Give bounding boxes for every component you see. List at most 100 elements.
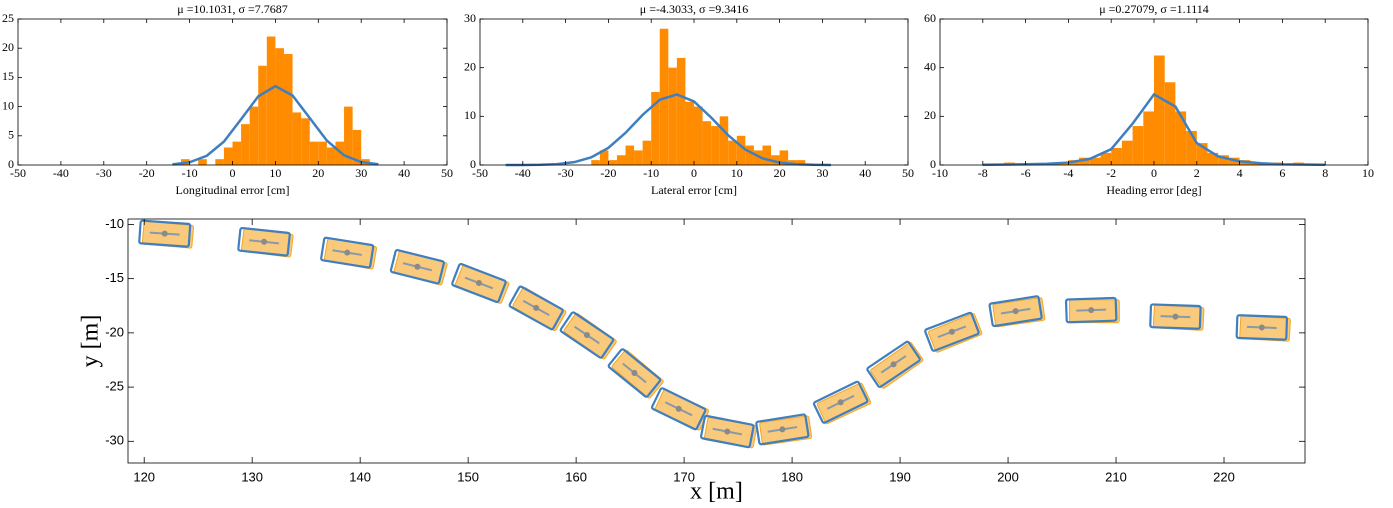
y-tick-label: -30 — [105, 433, 124, 448]
histogram-bar — [616, 155, 626, 165]
histogram-bar — [1186, 130, 1197, 165]
x-tick-label: 6 — [1279, 166, 1285, 180]
chart-title: μ =10.1031, σ =7.7687 — [177, 2, 287, 16]
vehicle-box — [237, 226, 291, 257]
vehicle — [237, 226, 291, 257]
y-tick-label: 20 — [2, 40, 14, 54]
y-tick-label: -15 — [105, 270, 124, 285]
x-tick-label: -40 — [53, 166, 69, 180]
vehicle — [1149, 303, 1202, 330]
vehicle-box — [1064, 296, 1118, 324]
histogram-bar — [241, 124, 250, 165]
vehicle-center — [890, 361, 897, 368]
x-tick-label: 200 — [997, 469, 1019, 484]
fit-curve — [172, 84, 379, 166]
vehicle — [870, 342, 924, 389]
x-tick-label: 2 — [1194, 166, 1200, 180]
histogram-bar — [326, 147, 336, 165]
histogram-bar — [762, 145, 772, 165]
vehicle — [650, 387, 707, 431]
x-tick-label: 140 — [349, 469, 371, 484]
vehicle-box — [924, 311, 980, 352]
x-tick-label: 10 — [1362, 166, 1374, 180]
histogram-bar — [1132, 126, 1144, 165]
vehicle — [508, 285, 564, 331]
x-tick-label: 0 — [230, 166, 236, 180]
vehicle-center — [261, 238, 268, 245]
vehicle — [1064, 296, 1118, 324]
vehicle-center — [837, 399, 844, 406]
x-tick-label: 0 — [1151, 166, 1157, 180]
vehicle — [559, 311, 615, 359]
x-tick-label: -20 — [600, 166, 616, 180]
histogram-bar — [599, 150, 609, 165]
vehicle-center — [533, 304, 540, 311]
vehicle-box — [1069, 299, 1120, 324]
x-tick-label: 150 — [457, 469, 479, 484]
histogram-bar — [771, 155, 780, 165]
y-tick-label: 20 — [464, 59, 476, 73]
vehicle — [1235, 314, 1289, 341]
histogram-bar — [223, 147, 233, 165]
histogram-bar — [1196, 143, 1208, 165]
vehicle-box — [927, 313, 983, 353]
y-tick-label: 15 — [2, 69, 14, 83]
vehicle-box — [988, 295, 1043, 328]
histogram-bar — [266, 36, 276, 165]
y-tick-label: 25 — [2, 11, 14, 25]
histogram-bar — [1175, 111, 1187, 165]
histogram-bar — [352, 129, 362, 165]
x-tick-label: 30 — [816, 166, 828, 180]
vehicle — [927, 313, 983, 353]
histogram-bar — [283, 54, 293, 165]
vehicle — [699, 414, 755, 449]
histogram-bar — [1143, 111, 1154, 165]
histogram-bar — [668, 67, 677, 165]
vehicle-center — [1088, 307, 1095, 314]
x-tick-label: 40 — [859, 166, 871, 180]
vehicle-box — [611, 349, 664, 399]
fit-curve — [982, 92, 1326, 167]
y-tick-label: 30 — [464, 11, 476, 25]
vehicle-center — [583, 332, 590, 339]
histogram-bar — [719, 116, 729, 165]
histogram-bar — [292, 112, 302, 165]
histogram-bar — [249, 106, 259, 165]
vehicle-box — [866, 340, 921, 388]
vehicle-box — [870, 342, 924, 389]
vehicle-box — [389, 248, 445, 285]
x-tick-label: 20 — [312, 166, 324, 180]
histogram-bar — [711, 126, 720, 165]
vehicle-box — [559, 311, 615, 359]
vehicle — [611, 349, 664, 399]
histogram-bar — [608, 160, 617, 165]
vehicle-box — [650, 387, 707, 431]
vehicle — [816, 382, 872, 425]
y-tick-label: -20 — [105, 324, 124, 339]
x-tick-label: 210 — [1105, 469, 1127, 484]
histogram-bar — [651, 92, 660, 165]
vehicle — [866, 340, 921, 388]
vehicle-box — [812, 380, 869, 424]
x-tick-label: -4 — [1063, 166, 1073, 180]
x-tick-label: 50 — [902, 166, 914, 180]
x-tick-label: 4 — [1237, 166, 1243, 180]
histogram-bar — [198, 159, 207, 165]
histogram-bar — [659, 28, 669, 165]
x-axis-label: Longitudinal error [cm] — [176, 183, 290, 197]
x-tick-label: 130 — [241, 469, 263, 484]
chart-title: μ =0.27079, σ =1.1114 — [1099, 2, 1209, 16]
y-tick-label: -10 — [105, 216, 124, 231]
y-tick-label: 0 — [930, 157, 936, 171]
histogram-bar — [591, 160, 600, 165]
x-tick-label: -10 — [643, 166, 659, 180]
x-tick-label: 120 — [133, 469, 155, 484]
histogram-bar — [736, 135, 746, 165]
vehicle-box — [607, 348, 662, 398]
vehicle-center — [948, 328, 955, 335]
x-tick-label: 20 — [774, 166, 786, 180]
vehicle-center — [161, 230, 168, 237]
histogram-bar — [232, 141, 242, 165]
histogram-bar — [1164, 82, 1176, 165]
